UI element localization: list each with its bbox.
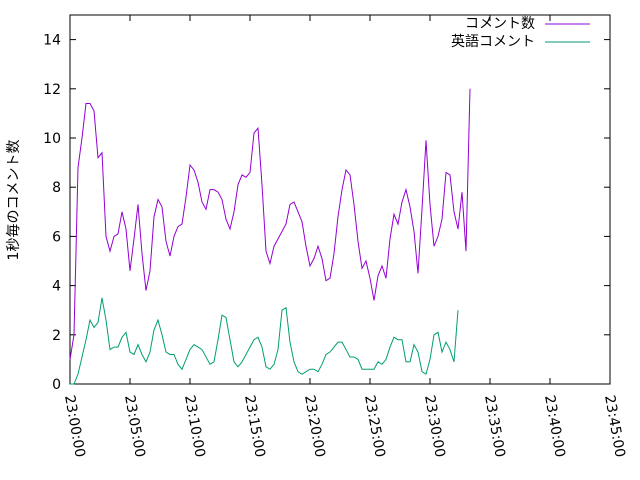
x-tick-label: 23:35:00 — [481, 394, 508, 459]
legend-label-english-comments: 英語コメント — [451, 33, 535, 50]
y-tick-label: 0 — [52, 377, 61, 393]
y-tick-label: 6 — [52, 229, 61, 245]
x-tick-label: 23:05:00 — [121, 394, 148, 459]
x-axis: 23:00:00 23:05:00 23:10:00 23:15:00 23:20:00… — [61, 15, 628, 459]
y-tick-label: 8 — [52, 180, 61, 196]
y-tick-label: 14 — [43, 33, 61, 49]
x-tick-label: 23:00:00 — [61, 394, 88, 459]
legend-label-comments: コメント数 — [465, 16, 535, 32]
y-tick-label: 2 — [52, 328, 61, 344]
x-tick-label: 23:45:00 — [601, 394, 628, 459]
x-tick-label: 23:40:00 — [541, 394, 568, 459]
x-tick-label: 23:30:00 — [421, 394, 448, 459]
y-axis-label: 1秒毎のコメント数 — [6, 140, 22, 261]
series-line-comments — [69, 88, 471, 360]
y-tick-label: 12 — [43, 82, 61, 98]
x-tick-label: 23:15:00 — [241, 394, 268, 459]
x-tick-label: 23:10:00 — [181, 394, 208, 459]
series-line-english-comments — [70, 297, 459, 385]
legend: コメント数 英語コメント — [451, 16, 590, 50]
plot-border — [69, 14, 611, 385]
x-tick-label: 23:25:00 — [361, 394, 388, 459]
x-tick-label: 23:20:00 — [301, 394, 328, 459]
series-lines — [69, 88, 471, 385]
y-tick-label: 4 — [52, 279, 61, 295]
y-tick-label: 10 — [43, 131, 61, 147]
y-axis: 0 2 4 6 8 10 12 14 — [43, 33, 610, 393]
